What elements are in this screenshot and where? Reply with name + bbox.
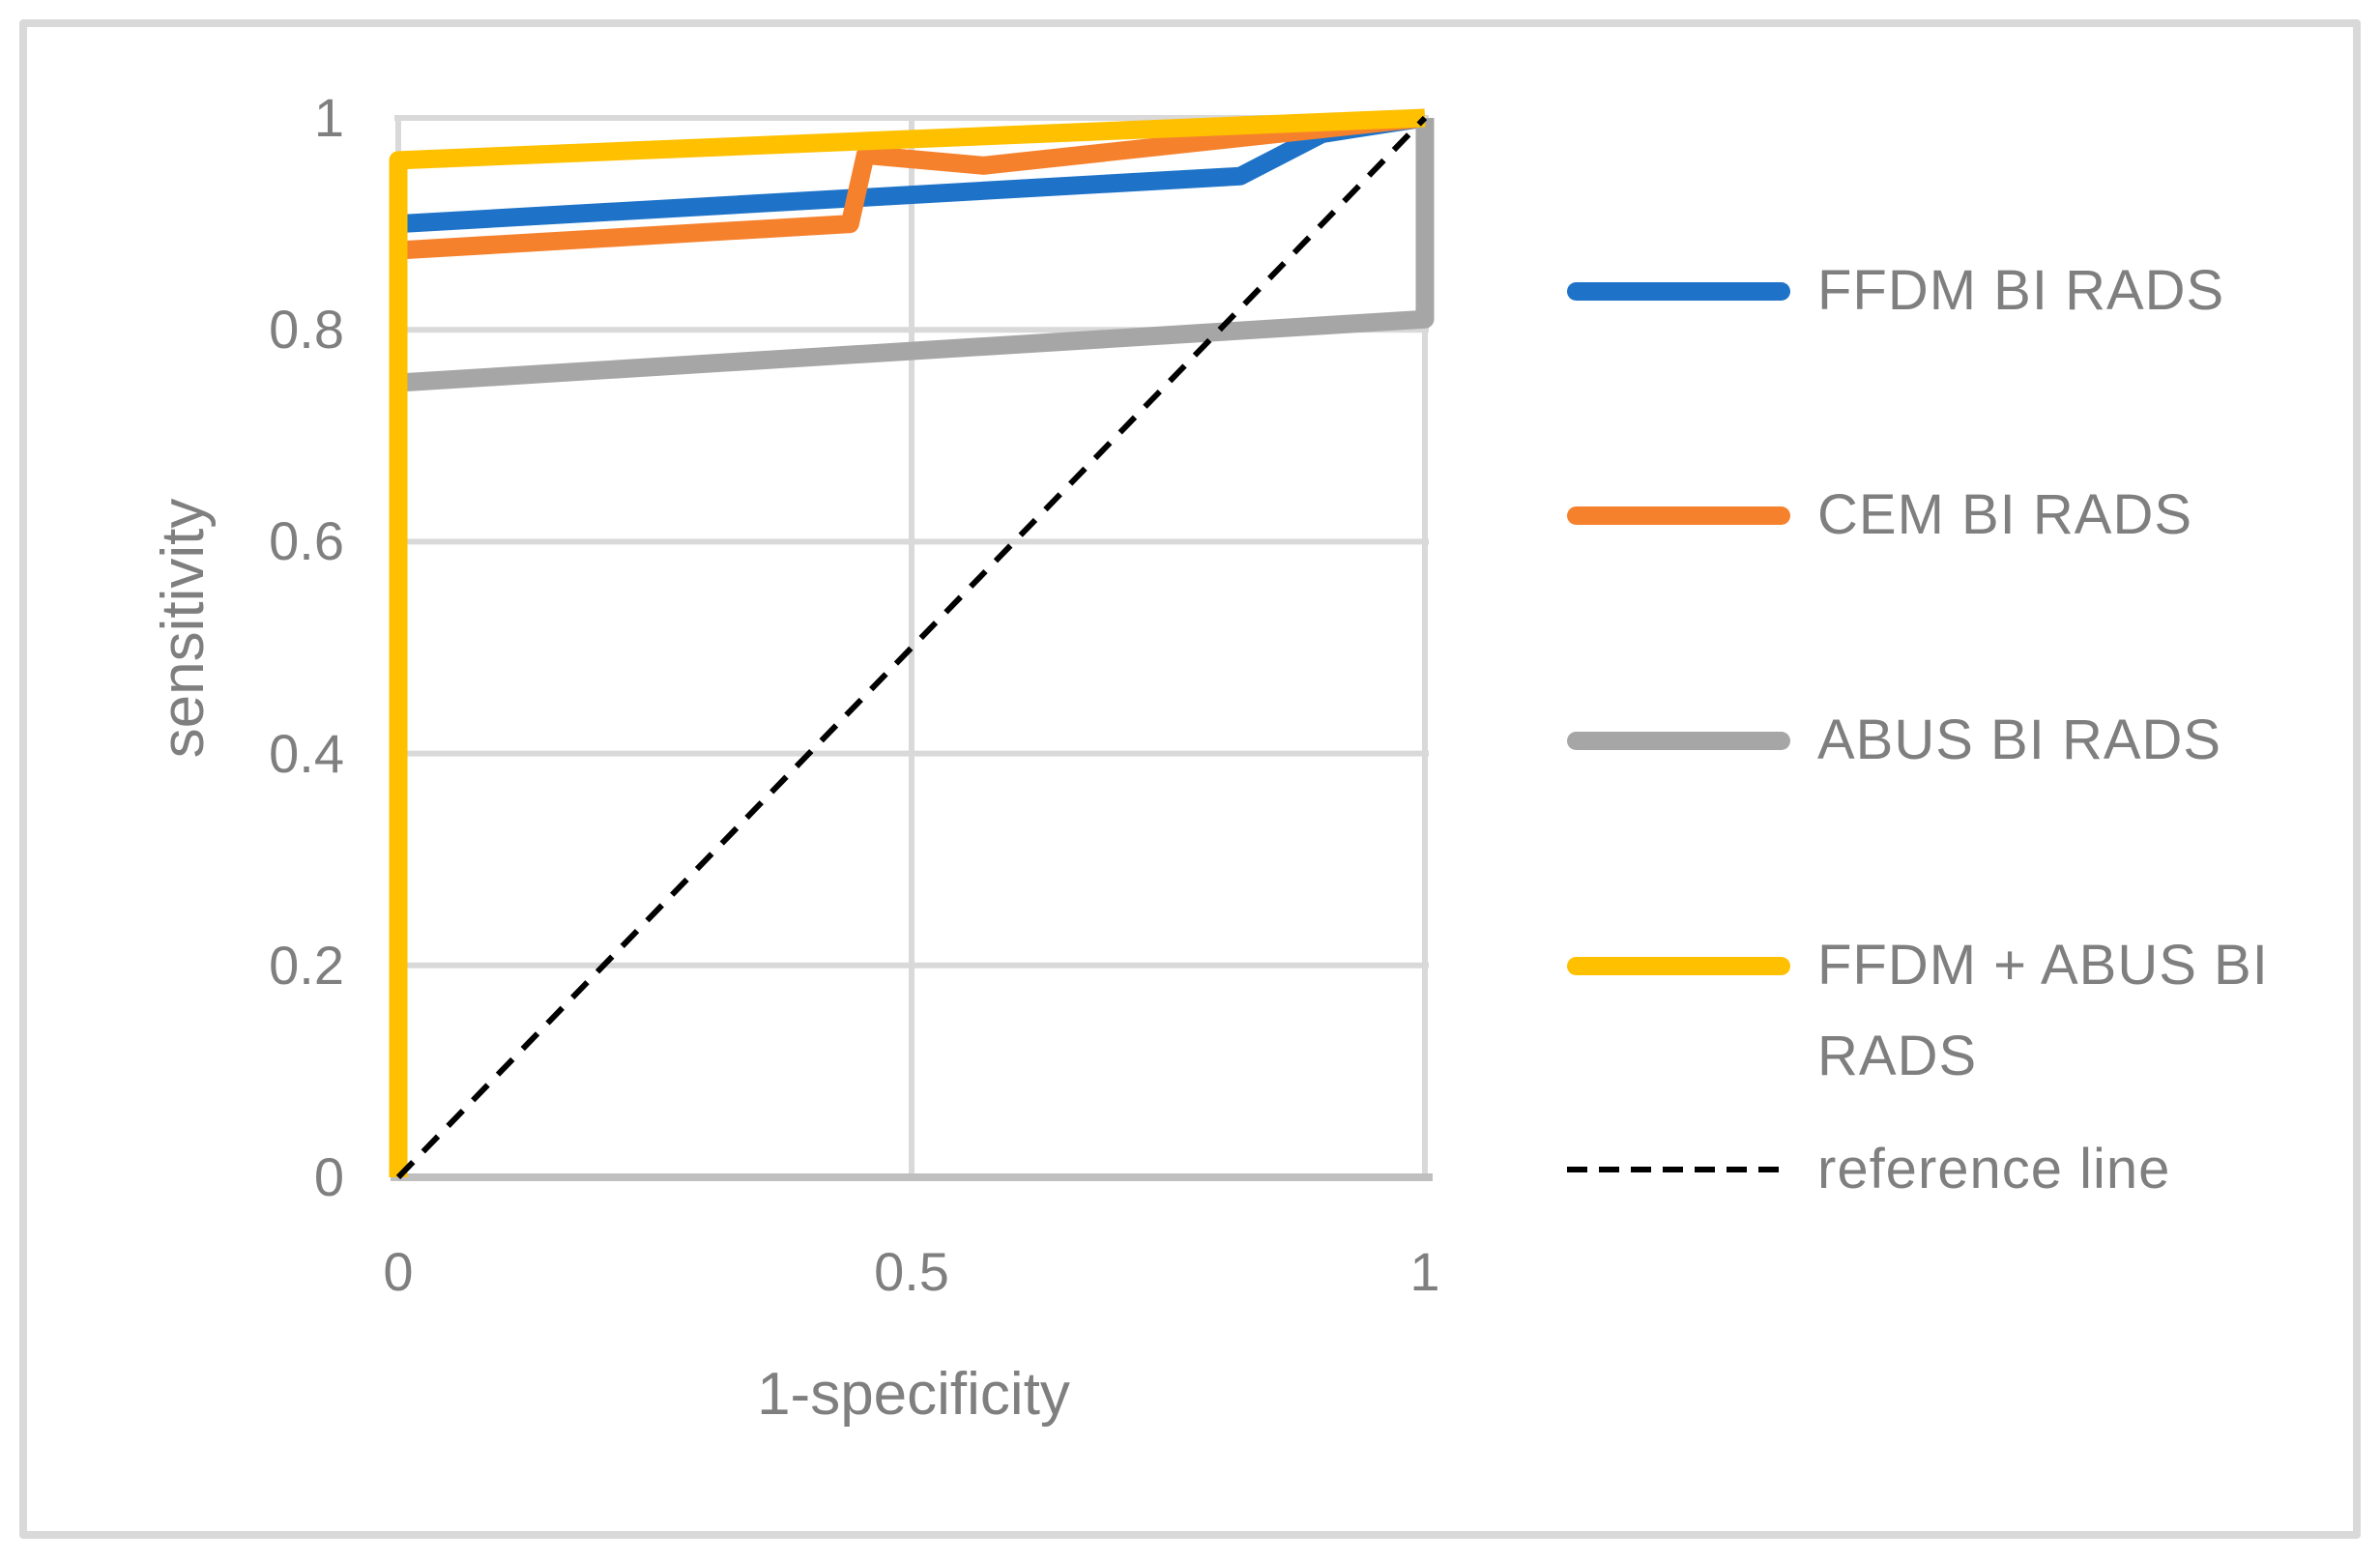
y-tick-label-1: 1: [313, 87, 344, 148]
y-tick-label-0.8: 0.8: [269, 299, 344, 361]
x-tick-label-0.5: 0.5: [874, 1241, 949, 1302]
y-tick-label-0.6: 0.6: [269, 510, 344, 572]
y-tick-label-0.4: 0.4: [269, 722, 344, 784]
x-axis-title: 1-specificity: [757, 1361, 1070, 1428]
x-tick-label-1: 1: [1409, 1241, 1440, 1302]
x-tick-label-0: 0: [383, 1241, 414, 1302]
series-line-reference-line: [395, 115, 1428, 1180]
y-tick-label-0: 0: [313, 1146, 344, 1207]
y-tick-label-0.2: 0.2: [269, 934, 344, 996]
outer-border: [19, 19, 2361, 1539]
series-line-ffdm-abus-bi-rads: [389, 108, 1426, 1177]
